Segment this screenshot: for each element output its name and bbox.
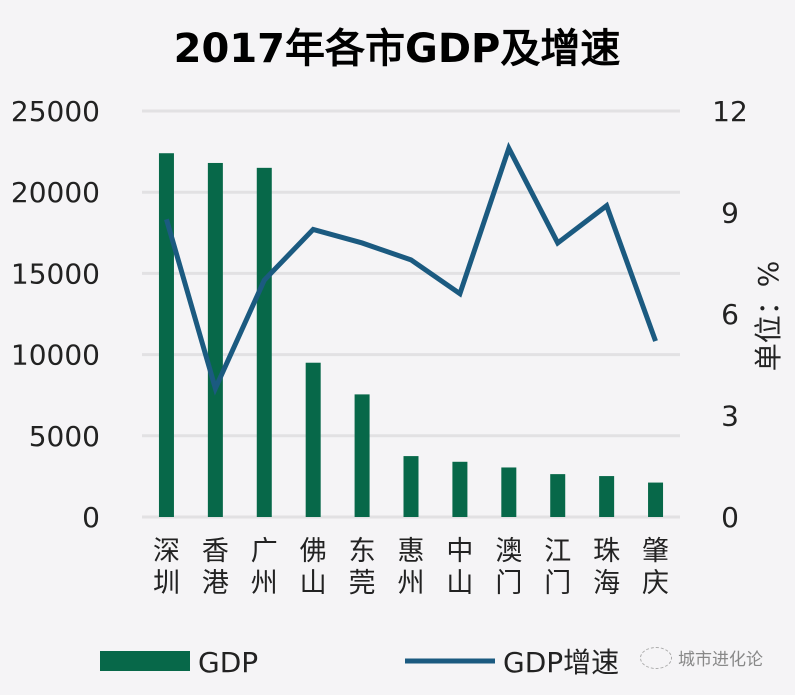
bar-佛山: [305, 362, 321, 517]
bar-深圳: [158, 153, 174, 517]
category-label: 圳: [153, 568, 180, 599]
category-label: 惠: [398, 536, 425, 567]
right-tick-label: 6: [721, 298, 739, 331]
category-label: 港: [202, 568, 229, 599]
category-label: 澳: [495, 536, 522, 567]
bar-肇庆: [648, 482, 664, 517]
category-label: 香: [202, 536, 229, 567]
right-tick-label: 0: [721, 501, 739, 534]
category-label: 中: [446, 536, 473, 567]
category-label: 广: [251, 536, 278, 567]
right-tick-label: 12: [712, 95, 748, 128]
bar-东莞: [354, 394, 370, 517]
right-axis-label: 单位：%: [752, 261, 785, 372]
bar-香港: [207, 162, 223, 517]
legend-bar-swatch: [100, 651, 190, 671]
bar-江门: [550, 474, 566, 517]
legend-bar-label: GDP: [198, 646, 258, 679]
category-label: 珠: [593, 536, 620, 567]
category-label: 州: [251, 568, 278, 599]
category-label: 深: [153, 536, 180, 567]
category-label: 莞: [349, 568, 376, 599]
category-label: 山: [446, 568, 473, 599]
right-tick-label: 9: [721, 197, 739, 230]
category-label: 门: [544, 568, 571, 599]
chart-title: 2017年各市GDP及增速: [174, 26, 621, 72]
category-label: 庆: [642, 568, 669, 599]
left-tick-label: 10000: [11, 339, 100, 372]
category-label: 门: [495, 568, 522, 599]
bar-惠州: [403, 456, 419, 517]
bar-广州: [256, 167, 272, 517]
category-label: 东: [349, 536, 376, 567]
watermark-text: 城市进化论: [678, 650, 763, 670]
left-tick-label: 5000: [29, 420, 100, 453]
watermark: 城市进化论: [640, 645, 763, 670]
right-tick-label: 3: [721, 400, 739, 433]
wechat-icon: [640, 646, 672, 669]
legend-line-label: GDP增速: [503, 646, 619, 679]
left-tick-label: 20000: [11, 176, 100, 209]
growth-line: [164, 141, 658, 396]
left-tick-label: 15000: [11, 257, 100, 290]
category-label: 江: [544, 536, 571, 567]
left-tick-label: 25000: [11, 95, 100, 128]
category-label: 肇: [642, 536, 669, 567]
category-label: 山: [300, 568, 327, 599]
bar-珠海: [599, 476, 615, 517]
category-label: 州: [398, 568, 425, 599]
left-tick-label: 0: [82, 501, 100, 534]
bar-澳门: [501, 467, 517, 517]
bar-中山: [452, 461, 468, 517]
category-label: 佛: [300, 536, 327, 567]
category-label: 海: [593, 568, 620, 599]
